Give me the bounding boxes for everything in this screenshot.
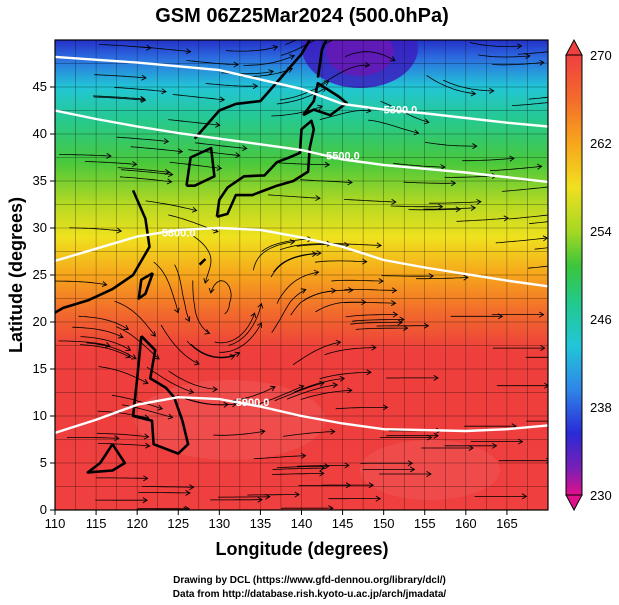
- y-tick-label: 45: [33, 79, 47, 94]
- y-tick-label: 25: [33, 267, 47, 282]
- colorbar: 270 262 254 246 238 230: [565, 38, 612, 512]
- coastlines: [55, 40, 348, 474]
- y-tick-label: 20: [33, 314, 47, 329]
- colorbar-tick-label: 262: [590, 136, 612, 151]
- x-tick-label: 110: [45, 516, 66, 531]
- y-tick-label: 10: [33, 408, 47, 423]
- colorbar-tick-label: 238: [590, 400, 612, 415]
- y-tick-label: 30: [33, 220, 47, 235]
- colorbar-max-arrow: [565, 38, 583, 56]
- contour-label: 5300.0: [384, 105, 418, 117]
- contour-line: [55, 395, 548, 435]
- colorbar-tick-label: 270: [590, 48, 612, 63]
- y-tick-label: 40: [33, 126, 47, 141]
- height-contours: 5300.0 5500.0 5800.0 5900.0: [55, 55, 548, 435]
- x-tick-label: 120: [126, 516, 148, 531]
- colorbar-scale: [565, 54, 583, 496]
- colorbar-min-arrow: [565, 494, 583, 512]
- x-tick-label: 150: [373, 516, 395, 531]
- x-tick-label: 135: [250, 516, 272, 531]
- y-tick-label: 15: [33, 361, 47, 376]
- credit-drawing: Drawing by DCL (https://www.gfd-dennou.o…: [173, 575, 446, 586]
- x-tick-label: 155: [414, 516, 436, 531]
- x-axis-ticks: 110 115 120 125 130 135 140 145 150 155 160 165: [45, 510, 518, 531]
- x-tick-label: 125: [167, 516, 189, 531]
- x-tick-label: 160: [455, 516, 477, 531]
- contour-line: [55, 226, 548, 288]
- x-axis-label: Longitude (degrees): [215, 539, 388, 559]
- y-tick-label: 5: [40, 455, 47, 470]
- x-tick-label: 145: [332, 516, 354, 531]
- y-axis-ticks: 0 5 10 15 20 25 30 35 40 45: [33, 79, 55, 517]
- x-tick-label: 115: [86, 516, 107, 531]
- x-tick-label: 165: [496, 516, 518, 531]
- colorbar-tick-label: 254: [590, 224, 612, 239]
- colorbar-tick-label: 230: [590, 488, 612, 503]
- x-tick-label: 130: [208, 516, 230, 531]
- y-tick-label: 0: [40, 502, 47, 517]
- y-tick-label: 35: [33, 173, 47, 188]
- contour-label: 5900.0: [236, 397, 270, 409]
- colorbar-tick-label: 246: [590, 312, 612, 327]
- credit-data: Data from http://database.rish.kyoto-u.a…: [172, 589, 447, 600]
- chart-title: GSM 06Z25Mar2024 (500.0hPa): [155, 5, 449, 27]
- y-axis-label: Latitude (degrees): [6, 197, 26, 353]
- grid: [55, 40, 548, 510]
- contour-line: [55, 55, 548, 128]
- contour-label: 5800.0: [162, 228, 196, 240]
- contour-line: [55, 109, 548, 184]
- x-tick-label: 140: [291, 516, 313, 531]
- contour-label: 5500.0: [326, 151, 360, 163]
